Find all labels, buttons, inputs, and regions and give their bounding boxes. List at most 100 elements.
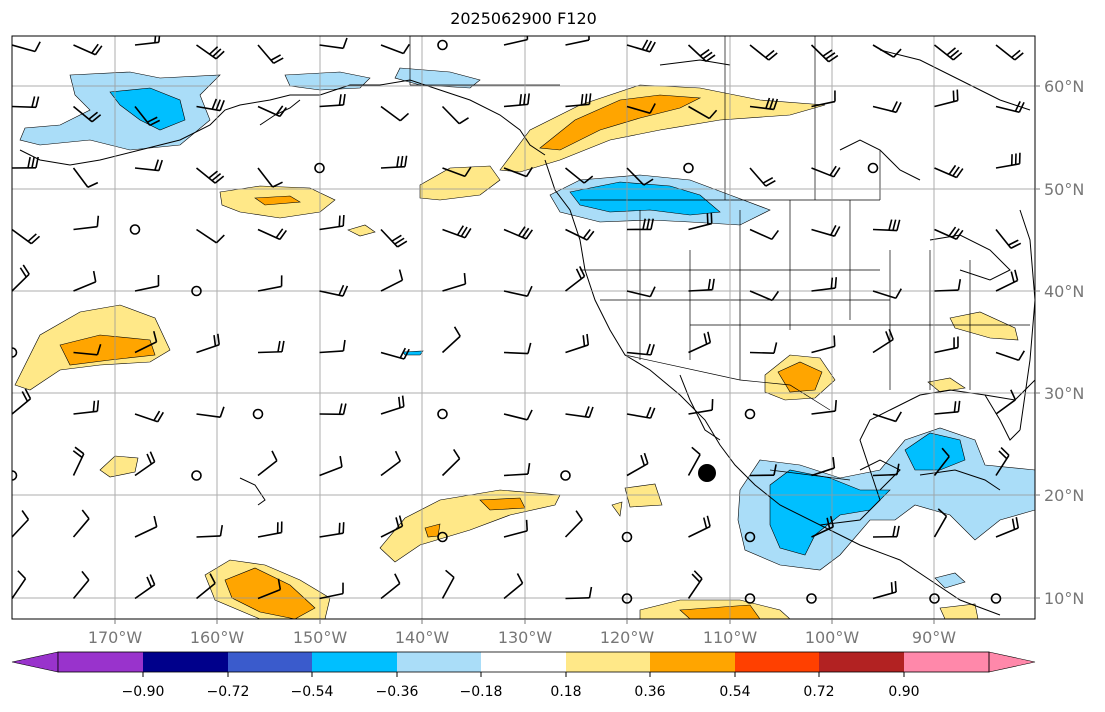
calm-wind-circle bbox=[437, 531, 448, 543]
coast-west-us bbox=[544, 159, 1035, 526]
lat-label: 60°N bbox=[1044, 77, 1084, 96]
colorbar-under-arrow bbox=[11, 651, 59, 673]
wind-barb bbox=[995, 269, 1019, 292]
colorbar-tick-label: −0.90 bbox=[122, 684, 165, 700]
colorbar-cell bbox=[228, 652, 312, 672]
colorbar-over-arrow bbox=[988, 651, 1036, 673]
wind-barb bbox=[380, 155, 408, 169]
wind-barb bbox=[626, 103, 656, 114]
wind-barb bbox=[442, 272, 467, 292]
wind-barb bbox=[319, 403, 347, 416]
orange-region-pac-1 bbox=[254, 195, 301, 206]
deep-blue-region-bering bbox=[109, 87, 186, 131]
wind-barb bbox=[380, 269, 404, 292]
wind-barb bbox=[565, 93, 592, 108]
wind-barb bbox=[319, 455, 343, 477]
colorbar-ticks bbox=[142, 672, 905, 677]
longitude-labels: 170°W 160°W 150°W 140°W 130°W 120°W 110°… bbox=[88, 628, 956, 647]
wind-barb bbox=[134, 331, 158, 354]
wind-barb bbox=[995, 350, 1026, 362]
wind-barb bbox=[196, 44, 225, 60]
map-title: 2025062900 F120 bbox=[450, 9, 597, 28]
wind-barb bbox=[934, 336, 959, 354]
wind-barb bbox=[688, 515, 711, 538]
wind-barb bbox=[380, 450, 401, 477]
wind-barb bbox=[872, 411, 902, 423]
colorbar-tick-label: 0.54 bbox=[719, 684, 750, 700]
wind-barb bbox=[564, 167, 594, 184]
wind-barb bbox=[441, 105, 469, 125]
wind-barb bbox=[749, 167, 776, 187]
wind-barb bbox=[134, 36, 161, 46]
calm-wind-circle bbox=[437, 39, 448, 51]
wind-barb bbox=[688, 399, 714, 415]
wind-barb bbox=[503, 409, 533, 421]
wind-barb bbox=[319, 214, 345, 231]
calm-wind-circle bbox=[867, 162, 879, 174]
shaded-regions bbox=[14, 67, 1035, 619]
colorbar: −0.90 −0.72 −0.54 −0.36 −0.18 0.18 0.36 … bbox=[11, 651, 1036, 700]
calm-wind-circle bbox=[191, 470, 202, 481]
wind-barb bbox=[749, 342, 778, 354]
lon-label: 150°W bbox=[293, 628, 348, 647]
wind-barb bbox=[73, 270, 97, 292]
yellow-region-pac-3 bbox=[347, 224, 376, 237]
coast-florida bbox=[984, 394, 1021, 441]
lat-label: 40°N bbox=[1044, 282, 1084, 301]
calm-wind-circle bbox=[252, 408, 264, 420]
calm-wind-circle bbox=[929, 593, 940, 604]
wind-barb bbox=[872, 219, 901, 232]
calm-wind-circle bbox=[560, 470, 571, 481]
colorbar-tick-label: 0.18 bbox=[550, 684, 581, 700]
wind-barb bbox=[134, 574, 156, 600]
colorbar-tick-label: 0.72 bbox=[803, 684, 834, 700]
wind-barb bbox=[934, 89, 959, 108]
wind-barb bbox=[319, 582, 344, 600]
wind-barb bbox=[872, 463, 900, 477]
wind-barb bbox=[12, 228, 41, 245]
wind-barb bbox=[749, 97, 779, 111]
lat-label: 50°N bbox=[1044, 180, 1084, 199]
lat-label: 10°N bbox=[1044, 589, 1084, 608]
wind-barb bbox=[503, 226, 534, 240]
wind-barb bbox=[195, 573, 216, 600]
wind-barb bbox=[565, 266, 586, 292]
wind-barb bbox=[749, 464, 777, 477]
wind-barb bbox=[872, 101, 902, 114]
wind-barb bbox=[503, 166, 534, 178]
wind-barb bbox=[441, 448, 461, 477]
axis-ticks bbox=[114, 85, 1040, 624]
lon-label: 160°W bbox=[190, 628, 245, 647]
calm-wind-circle bbox=[621, 531, 633, 543]
lat-label: 30°N bbox=[1044, 384, 1084, 403]
wind-barb bbox=[12, 96, 40, 109]
wind-barb bbox=[257, 450, 278, 477]
calm-wind-circle bbox=[191, 285, 202, 297]
colorbar-tick-label: −0.72 bbox=[207, 684, 250, 700]
colorbar-tick-label: 0.90 bbox=[888, 684, 919, 700]
wind-barb bbox=[319, 284, 349, 297]
wind-barb bbox=[257, 105, 287, 118]
wind-barb bbox=[380, 43, 411, 55]
wind-barb bbox=[687, 44, 716, 63]
wind-barb bbox=[995, 447, 1010, 476]
lon-label: 120°W bbox=[600, 628, 655, 647]
wind-barb bbox=[257, 44, 284, 64]
wind-barb bbox=[319, 93, 346, 108]
yellow-region-gulfcoast bbox=[927, 377, 966, 393]
wind-barb bbox=[687, 570, 703, 599]
wind-barb bbox=[810, 44, 839, 63]
gridlines bbox=[12, 36, 1035, 619]
lon-label: 110°W bbox=[703, 628, 758, 647]
colorbar-cell bbox=[481, 652, 566, 672]
yellow-region-midsouth bbox=[949, 311, 1019, 341]
wind-barb bbox=[257, 167, 283, 188]
wind-barb bbox=[196, 406, 225, 418]
wind-barb bbox=[872, 44, 902, 58]
wind-barb bbox=[72, 105, 102, 123]
wind-barb bbox=[565, 228, 595, 241]
wind-barb bbox=[565, 586, 593, 600]
wind-barb bbox=[195, 167, 225, 184]
coast-baja bbox=[679, 374, 721, 441]
